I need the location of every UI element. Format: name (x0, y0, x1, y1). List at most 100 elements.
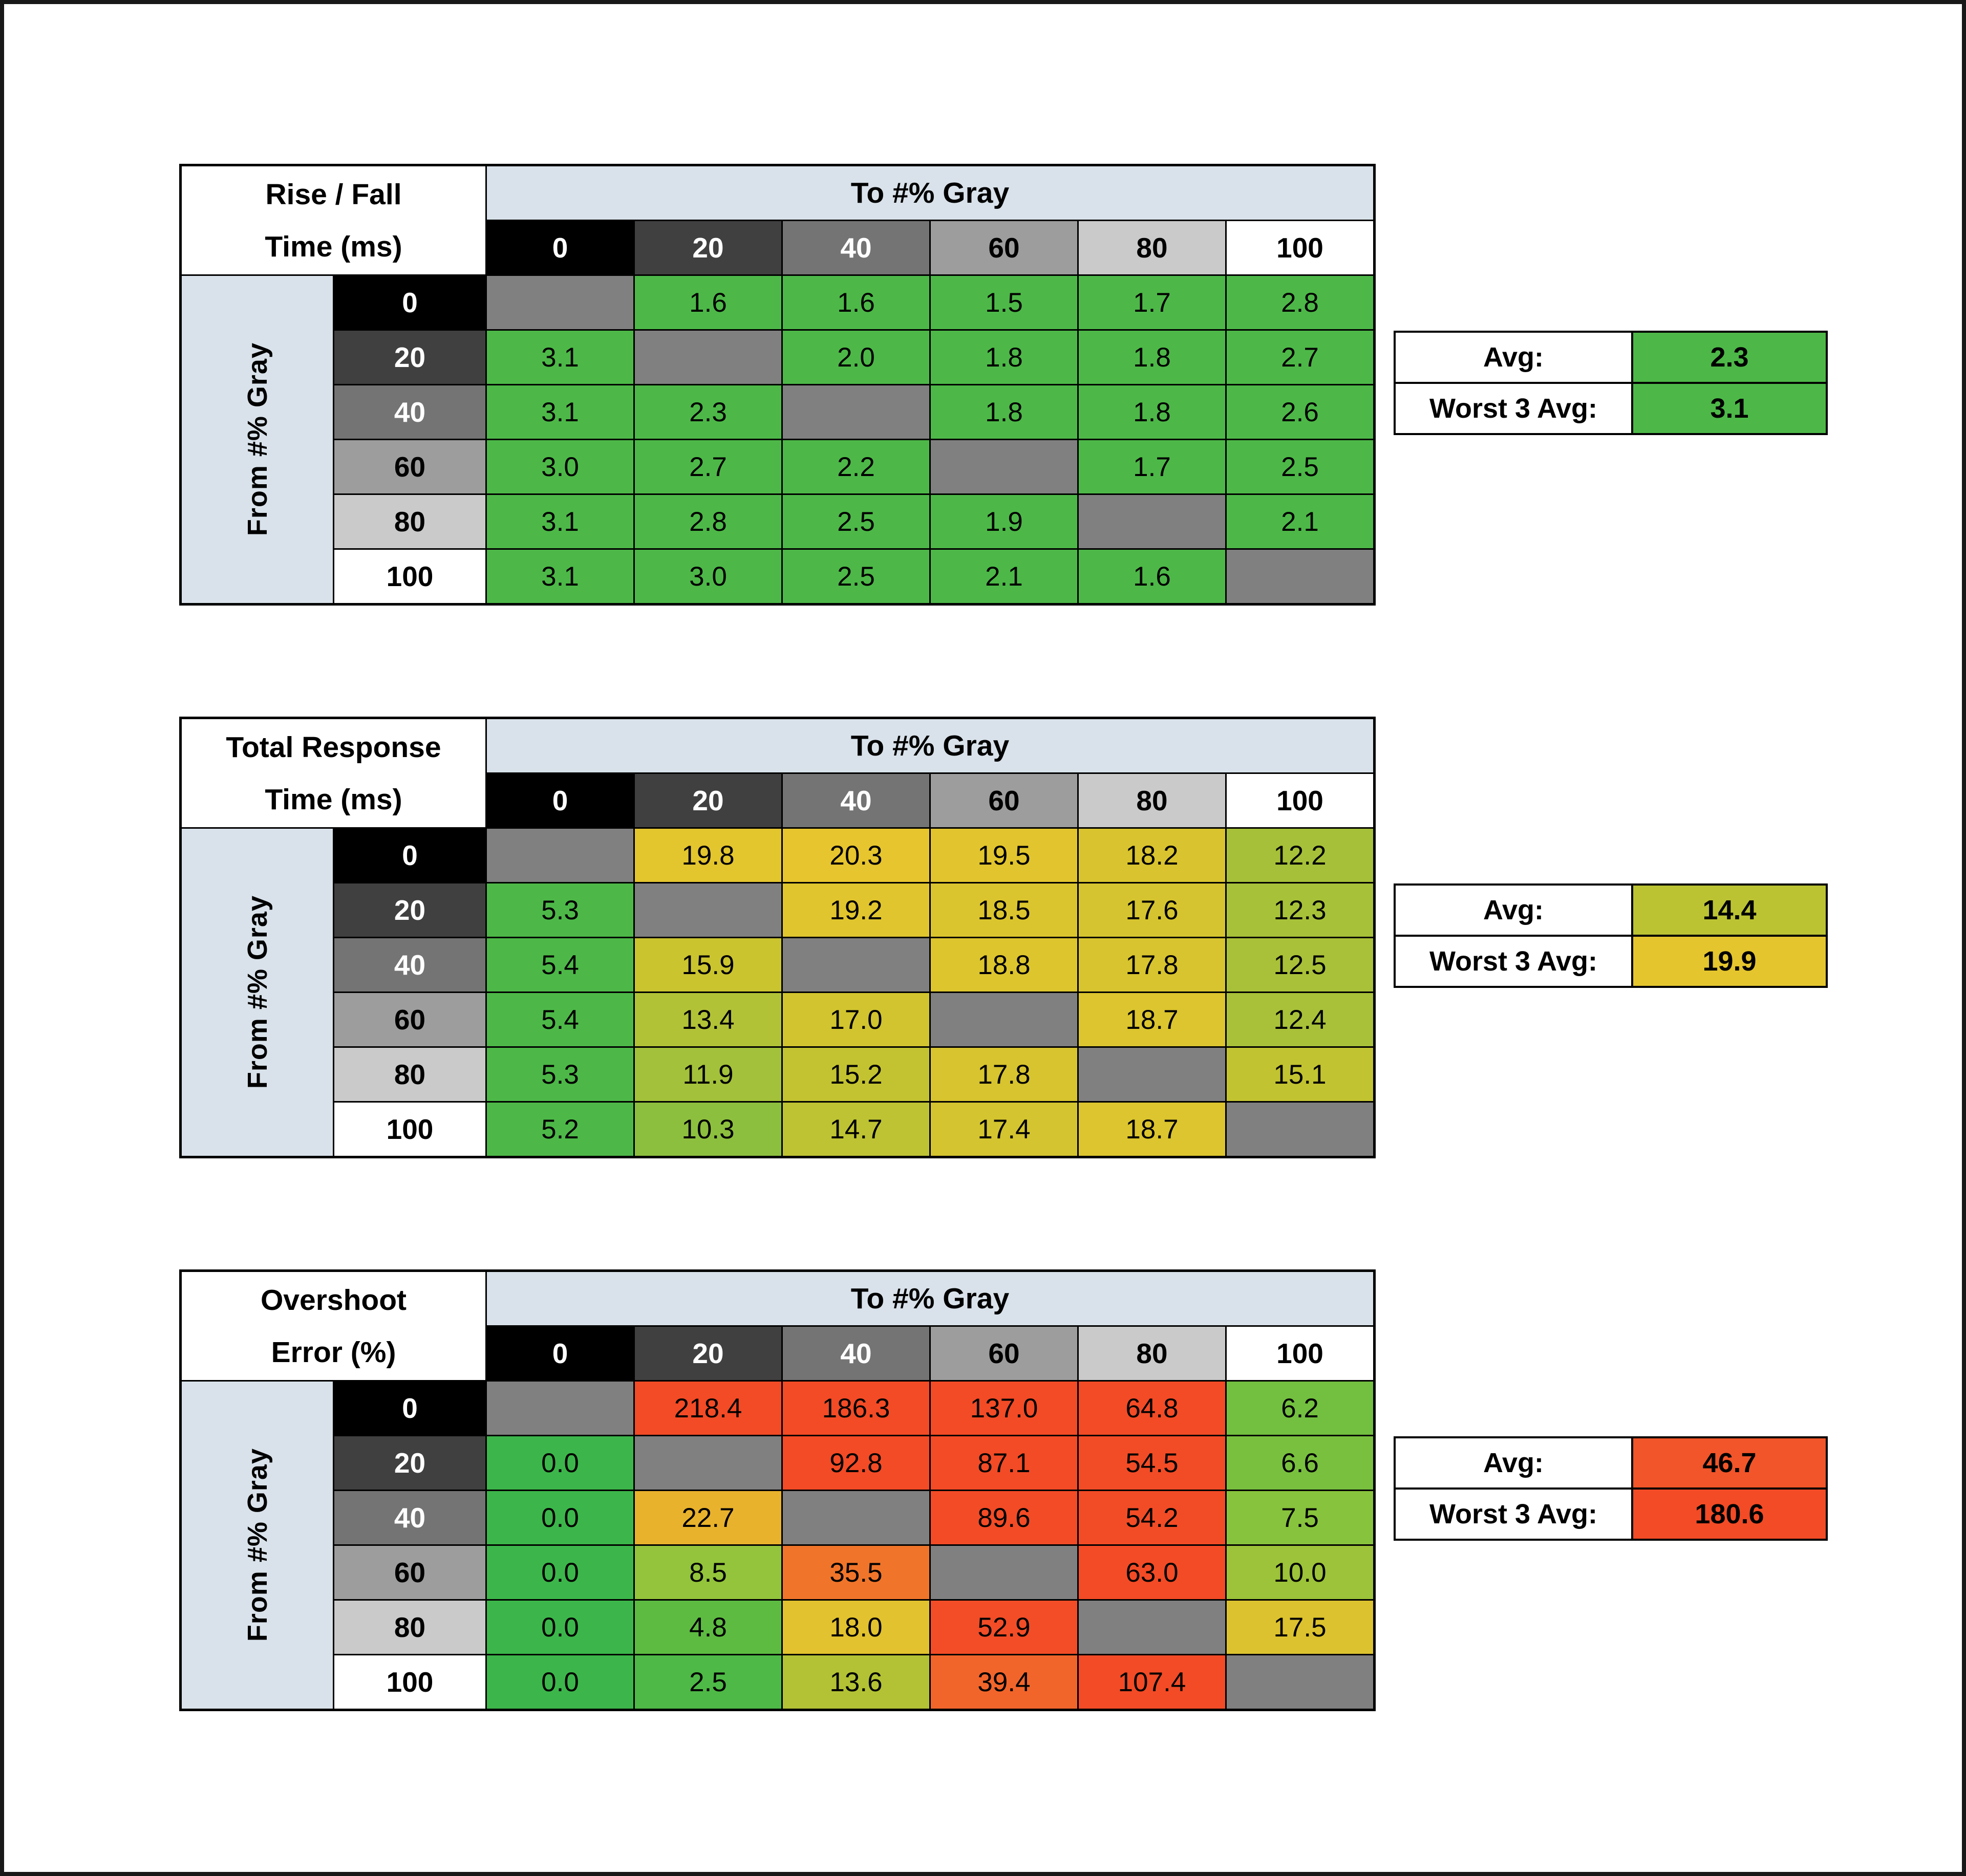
diagonal-cell (1227, 550, 1373, 603)
y-axis-title-text: From #% Gray (242, 1448, 273, 1642)
value-cell: 1.9 (931, 495, 1077, 548)
column-header-20: 20 (635, 221, 781, 274)
value-cell: 2.2 (783, 440, 929, 493)
column-header-80: 80 (1079, 774, 1225, 827)
diagonal-cell (931, 993, 1077, 1046)
y-axis-title: From #% Gray (182, 276, 333, 603)
diagonal-cell (1079, 1601, 1225, 1654)
value-cell: 17.8 (1079, 938, 1225, 991)
column-header-20: 20 (635, 774, 781, 827)
value-cell: 186.3 (783, 1382, 929, 1435)
worst3-row: Worst 3 Avg: 180.6 (1394, 1487, 1828, 1541)
x-axis-title: To #% Gray (487, 166, 1373, 220)
avg-value: 14.4 (1633, 883, 1828, 937)
y-axis-title: From #% Gray (182, 829, 333, 1156)
diagonal-cell (487, 829, 633, 882)
table-title-line: Rise / Fall (265, 178, 402, 211)
value-cell: 1.7 (1079, 440, 1225, 493)
worst3-label: Worst 3 Avg: (1394, 935, 1633, 988)
overshoot-summary: Avg: 46.7 Worst 3 Avg: 180.6 (1394, 1436, 1828, 1541)
table-title: Overshoot Error (%) (182, 1272, 485, 1380)
value-cell: 1.8 (1079, 385, 1225, 439)
value-cell: 2.1 (1227, 495, 1373, 548)
row-header-100: 100 (334, 1655, 485, 1709)
row-header-40: 40 (334, 938, 485, 991)
value-cell: 63.0 (1079, 1546, 1225, 1599)
value-cell: 14.7 (783, 1103, 929, 1156)
column-header-40: 40 (783, 1327, 929, 1380)
value-cell: 5.3 (487, 1048, 633, 1101)
column-header-80: 80 (1079, 221, 1225, 274)
value-cell: 5.4 (487, 938, 633, 991)
table-title-line: Time (ms) (265, 230, 402, 263)
rise-fall-time-table: Rise / Fall Time (ms) To #% Gray 0 20 40 60 80 1… (179, 164, 1956, 606)
overshoot-error-table: Overshoot Error (%) To #% Gray 0 20 40 60 80 100… (179, 1269, 1956, 1711)
column-header-0: 0 (487, 774, 633, 827)
value-cell: 87.1 (931, 1436, 1077, 1490)
value-cell: 1.8 (1079, 331, 1225, 384)
row-header-60: 60 (334, 993, 485, 1046)
diagonal-cell (635, 883, 781, 937)
value-cell: 2.5 (783, 495, 929, 548)
value-cell: 10.0 (1227, 1546, 1373, 1599)
worst3-value: 180.6 (1633, 1487, 1828, 1541)
value-cell: 5.2 (487, 1103, 633, 1156)
worst3-row: Worst 3 Avg: 19.9 (1394, 935, 1828, 988)
value-cell: 7.5 (1227, 1491, 1373, 1544)
row-header-100: 100 (334, 550, 485, 603)
value-cell: 18.8 (931, 938, 1077, 991)
value-cell: 17.8 (931, 1048, 1077, 1101)
value-cell: 3.1 (487, 385, 633, 439)
diagonal-cell (931, 1546, 1077, 1599)
row-header-40: 40 (334, 1491, 485, 1544)
value-cell: 13.6 (783, 1655, 929, 1709)
row-header-100: 100 (334, 1103, 485, 1156)
avg-label: Avg: (1394, 331, 1633, 384)
row-header-60: 60 (334, 1546, 485, 1599)
value-cell: 17.5 (1227, 1601, 1373, 1654)
value-cell: 17.0 (783, 993, 929, 1046)
value-cell: 1.5 (931, 276, 1077, 329)
avg-row: Avg: 14.4 (1394, 883, 1828, 937)
value-cell: 17.4 (931, 1103, 1077, 1156)
worst3-label: Worst 3 Avg: (1394, 382, 1633, 435)
value-cell: 15.1 (1227, 1048, 1373, 1101)
row-header-60: 60 (334, 440, 485, 493)
column-header-60: 60 (931, 221, 1077, 274)
value-cell: 22.7 (635, 1491, 781, 1544)
worst3-label: Worst 3 Avg: (1394, 1487, 1633, 1541)
value-cell: 92.8 (783, 1436, 929, 1490)
value-cell: 2.5 (783, 550, 929, 603)
value-cell: 218.4 (635, 1382, 781, 1435)
value-cell: 3.1 (487, 331, 633, 384)
value-cell: 1.6 (635, 276, 781, 329)
value-cell: 13.4 (635, 993, 781, 1046)
avg-row: Avg: 46.7 (1394, 1436, 1828, 1490)
value-cell: 35.5 (783, 1546, 929, 1599)
value-cell: 1.6 (1079, 550, 1225, 603)
column-header-100: 100 (1227, 1327, 1373, 1380)
value-cell: 2.1 (931, 550, 1077, 603)
avg-label: Avg: (1394, 883, 1633, 937)
value-cell: 2.7 (1227, 331, 1373, 384)
column-header-100: 100 (1227, 774, 1373, 827)
value-cell: 3.1 (487, 495, 633, 548)
diagonal-cell (783, 938, 929, 991)
total-response-grid: Total Response Time (ms) To #% Gray 0 20 40 60… (179, 717, 1376, 1158)
value-cell: 12.3 (1227, 883, 1373, 937)
value-cell: 4.8 (635, 1601, 781, 1654)
value-cell: 0.0 (487, 1546, 633, 1599)
value-cell: 64.8 (1079, 1382, 1225, 1435)
value-cell: 8.5 (635, 1546, 781, 1599)
value-cell: 54.5 (1079, 1436, 1225, 1490)
table-title-line: Time (ms) (265, 783, 402, 816)
value-cell: 2.3 (635, 385, 781, 439)
value-cell: 39.4 (931, 1655, 1077, 1709)
value-cell: 1.8 (931, 331, 1077, 384)
value-cell: 1.8 (931, 385, 1077, 439)
x-axis-title: To #% Gray (487, 719, 1373, 772)
value-cell: 52.9 (931, 1601, 1077, 1654)
value-cell: 2.6 (1227, 385, 1373, 439)
diagonal-cell (783, 385, 929, 439)
